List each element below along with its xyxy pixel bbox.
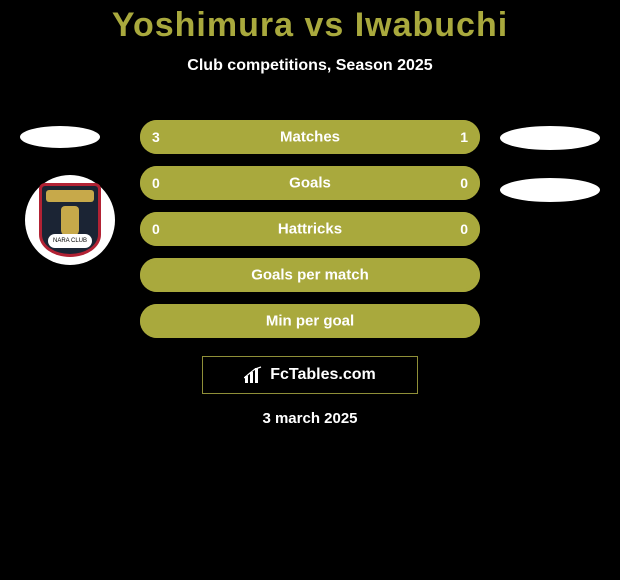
player-photo-placeholder-left — [20, 126, 100, 148]
stat-track — [140, 258, 480, 292]
branding-text: FcTables.com — [270, 366, 376, 384]
club-badge: NARA CLUB — [25, 175, 115, 265]
club-shield-emblem — [61, 206, 79, 236]
footer-date: 3 march 2025 — [0, 410, 620, 427]
stat-row-goals: 0 Goals 0 — [140, 166, 480, 200]
comparison-bars: 3 Matches 1 0 Goals 0 0 Hattricks 0 Goal… — [140, 120, 480, 350]
stat-track — [140, 120, 480, 154]
club-shield-top-banner — [46, 190, 94, 202]
stat-row-min-per-goal: Min per goal — [140, 304, 480, 338]
page-title: Yoshimura vs Iwabuchi — [0, 0, 620, 45]
club-shield: NARA CLUB — [39, 183, 101, 257]
page-subtitle: Club competitions, Season 2025 — [0, 57, 620, 75]
stat-track — [140, 166, 480, 200]
player-photo-placeholder-right-1 — [500, 126, 600, 150]
bars-icon — [244, 366, 264, 384]
branding-box: FcTables.com — [202, 356, 418, 394]
club-shield-bottom-banner: NARA CLUB — [48, 234, 92, 248]
stat-row-matches: 3 Matches 1 — [140, 120, 480, 154]
stat-row-hattricks: 0 Hattricks 0 — [140, 212, 480, 246]
player-photo-placeholder-right-2 — [500, 178, 600, 202]
stat-track — [140, 212, 480, 246]
stat-track — [140, 304, 480, 338]
stat-row-goals-per-match: Goals per match — [140, 258, 480, 292]
